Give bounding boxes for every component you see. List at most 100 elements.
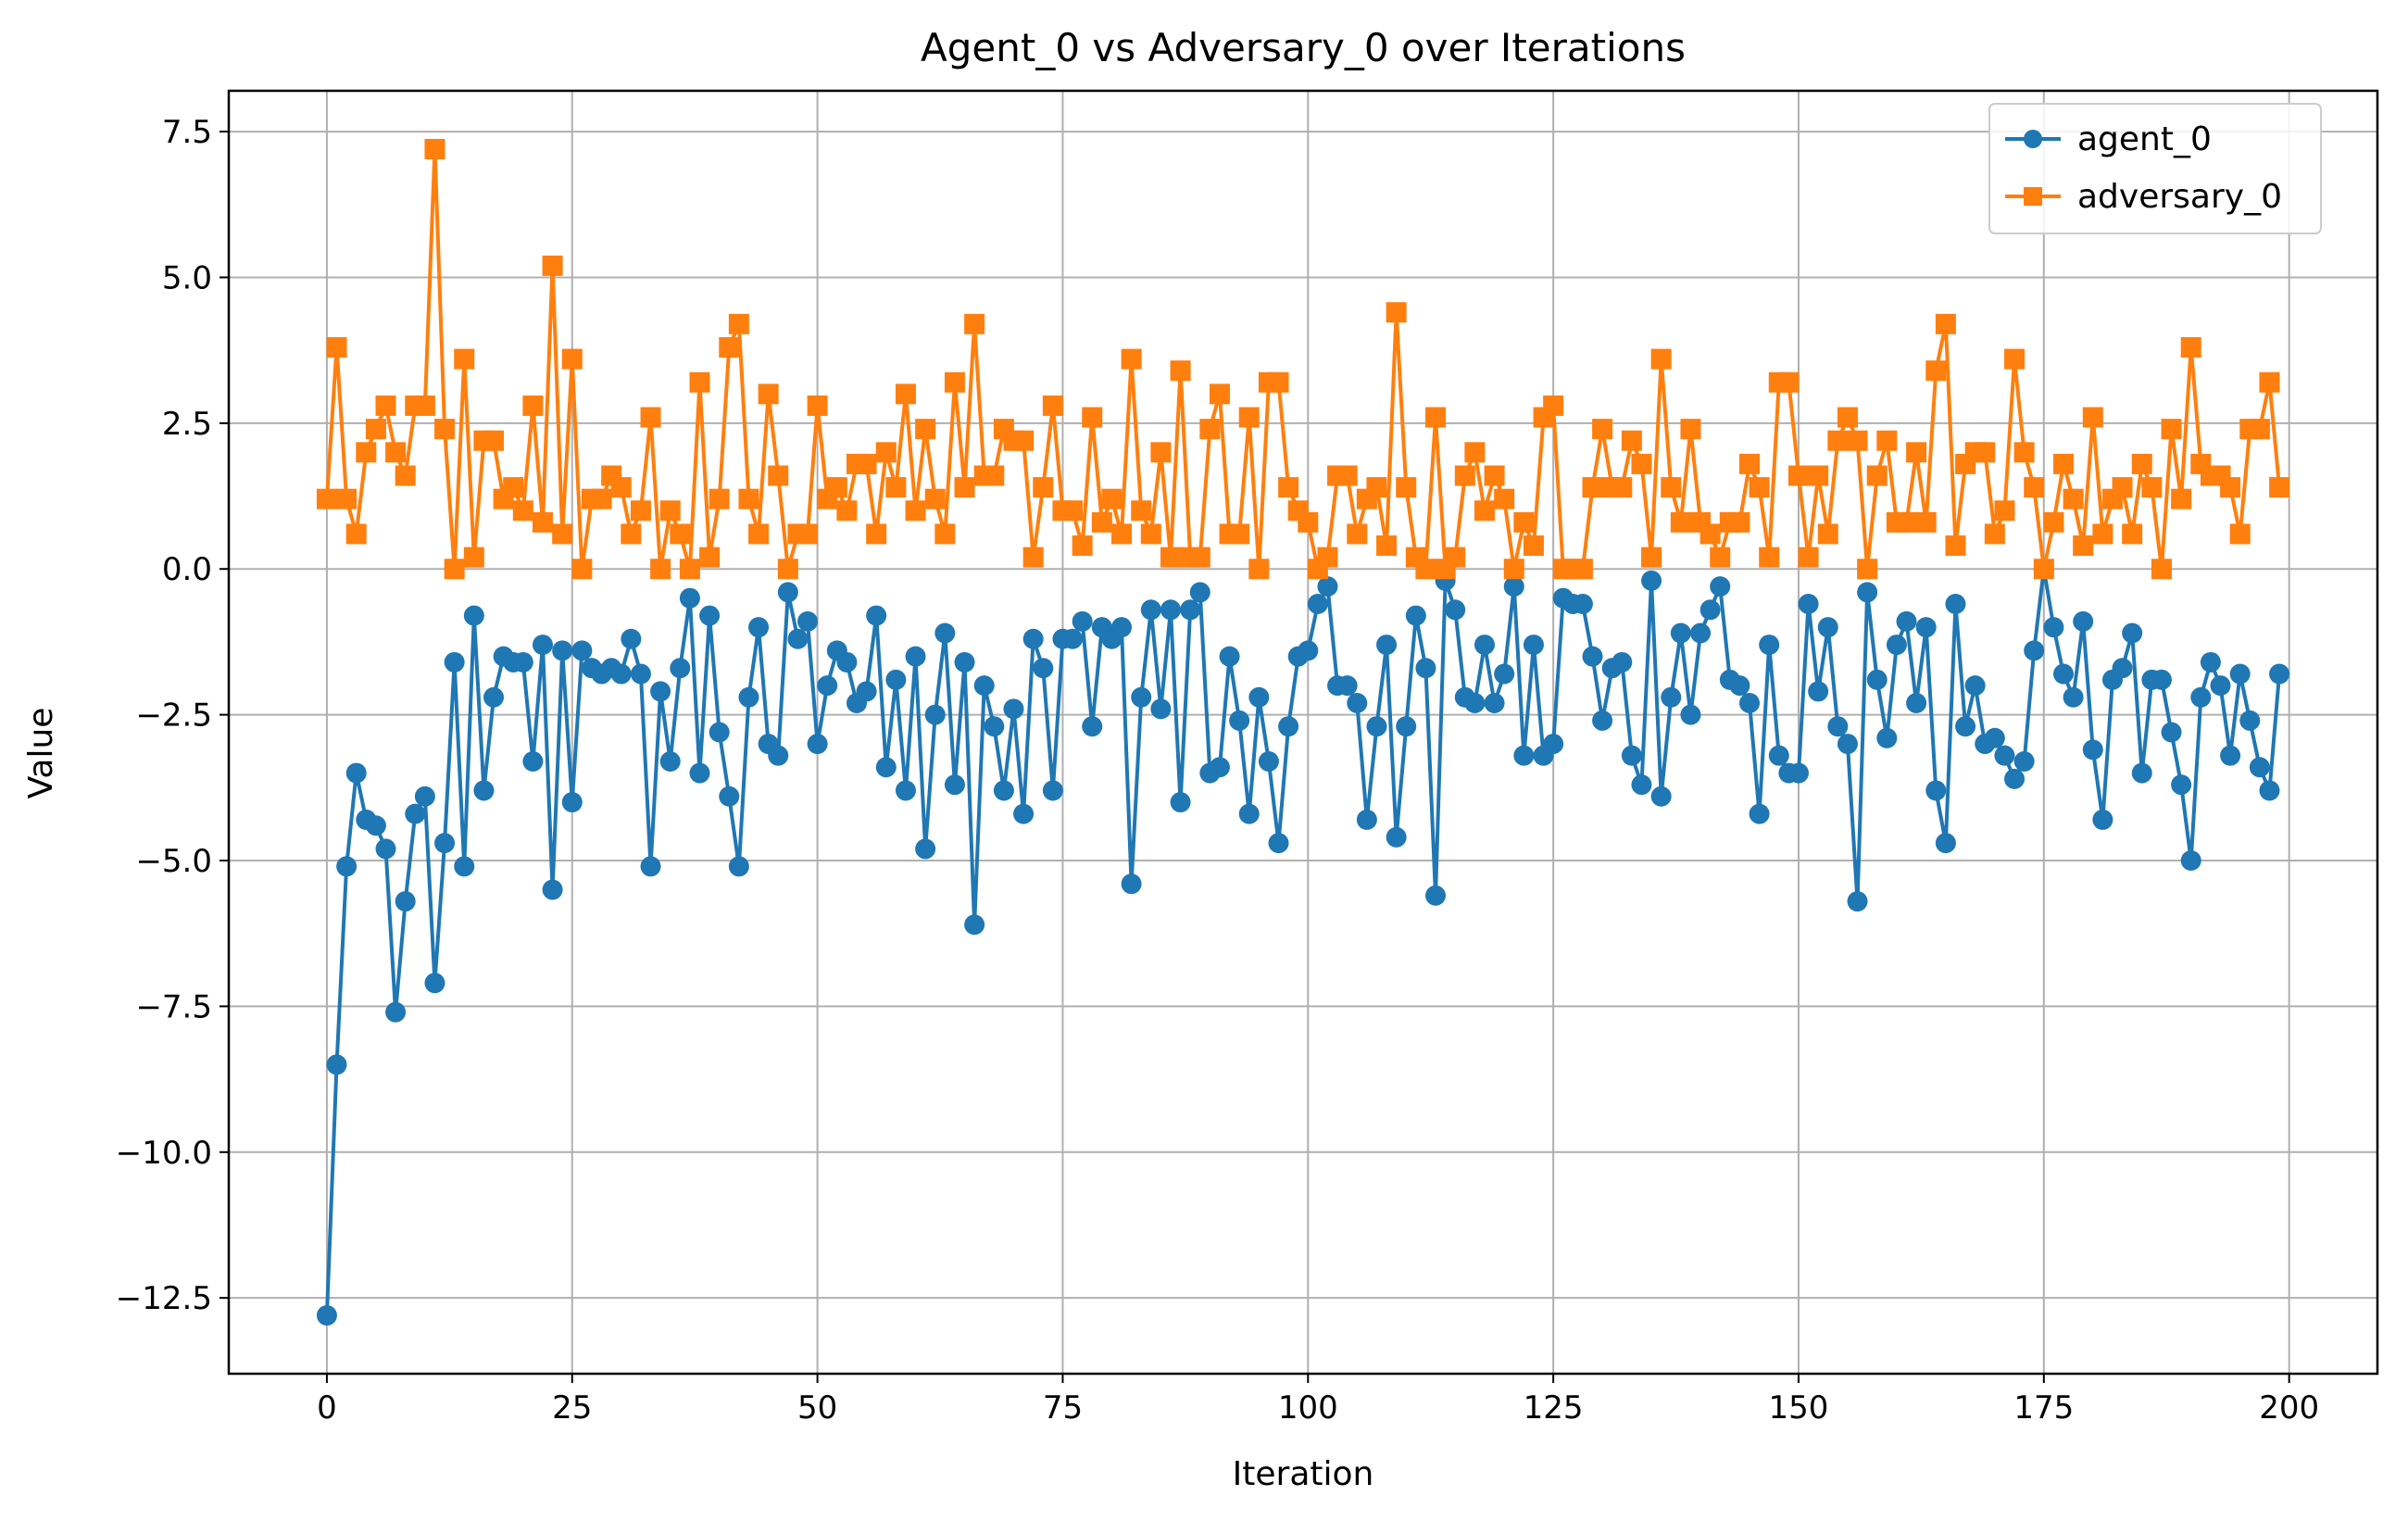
data-point — [787, 628, 809, 649]
data-point — [984, 465, 1005, 486]
data-point — [1336, 465, 1358, 486]
data-point — [2013, 442, 2035, 463]
data-point — [758, 383, 779, 405]
data-point — [2259, 371, 2280, 393]
data-point — [1013, 430, 1035, 451]
data-point — [1935, 833, 1956, 854]
data-point — [1140, 523, 1161, 545]
data-point — [875, 442, 897, 463]
data-point — [1347, 693, 1368, 714]
data-point — [1376, 635, 1398, 656]
y-tick-label: 7.5 — [162, 114, 212, 151]
data-point — [2171, 488, 2192, 509]
data-point — [522, 395, 544, 416]
data-point — [1013, 803, 1035, 824]
data-point — [1121, 874, 1142, 895]
data-point — [2161, 419, 2182, 440]
data-point — [797, 610, 819, 632]
data-point — [1827, 716, 1849, 737]
data-point — [689, 762, 710, 784]
legend: agent_0 adversary_0 — [1988, 103, 2322, 234]
data-point — [2122, 523, 2143, 545]
data-point — [532, 635, 553, 656]
data-point — [454, 348, 475, 370]
data-point — [610, 477, 632, 498]
data-point — [944, 774, 965, 796]
data-point — [934, 523, 956, 545]
data-point — [1386, 302, 1407, 323]
data-point — [856, 681, 877, 702]
data-point — [689, 371, 710, 393]
data-point — [1787, 465, 1809, 486]
data-point — [1906, 693, 1927, 714]
data-point — [1670, 622, 1691, 644]
data-point — [826, 477, 847, 498]
data-point — [2229, 663, 2251, 685]
data-point — [895, 383, 916, 405]
data-point — [1572, 594, 1593, 614]
data-point — [316, 488, 337, 509]
data-point — [1405, 605, 1426, 626]
data-point — [1445, 599, 1466, 621]
data-point — [1984, 727, 2005, 748]
data-point — [1808, 681, 1829, 702]
data-point — [1621, 745, 1642, 766]
data-point — [1317, 547, 1338, 568]
data-point — [1396, 716, 1417, 737]
data-point — [561, 792, 583, 813]
data-point — [973, 675, 995, 697]
data-point — [1523, 535, 1544, 557]
data-point — [1082, 716, 1103, 737]
data-point — [1042, 395, 1063, 416]
data-point — [1150, 442, 1172, 463]
data-point — [424, 138, 445, 159]
data-point — [1631, 774, 1652, 796]
data-point — [1298, 640, 1319, 661]
data-point — [1248, 559, 1270, 580]
legend-label-adversary: adversary_0 — [2077, 178, 2282, 216]
data-point — [1945, 535, 1966, 557]
axis-ticks: 0 25 50 75 100 125 150 175 200 7.5 5.0 2.5 0.0 −2.5 −5… — [116, 114, 2319, 1427]
data-point — [1022, 628, 1044, 649]
data-point — [1847, 891, 1868, 912]
data-point — [1749, 803, 1770, 824]
data-point — [984, 716, 1005, 737]
data-point — [1022, 547, 1044, 568]
data-point — [2112, 658, 2133, 679]
data-point — [1798, 594, 1819, 614]
data-point — [1189, 582, 1210, 603]
y-tick-label: −5.0 — [135, 843, 212, 880]
y-tick-label: 5.0 — [162, 259, 212, 296]
data-point — [2151, 669, 2172, 690]
data-point — [2180, 850, 2201, 871]
data-point — [1160, 599, 1181, 621]
data-point — [2269, 477, 2290, 498]
data-point — [336, 856, 357, 877]
data-point — [414, 786, 435, 807]
grid-lines — [229, 91, 2377, 1374]
data-point — [866, 605, 887, 626]
data-point — [1866, 669, 1888, 690]
data-point — [1503, 559, 1524, 580]
data-point — [571, 559, 593, 580]
x-tick-label: 125 — [1524, 1389, 1584, 1427]
data-point — [679, 559, 700, 580]
data-point — [463, 547, 484, 568]
data-point — [532, 511, 553, 533]
data-point — [1445, 547, 1466, 568]
data-point — [2043, 617, 2064, 638]
data-point — [1140, 599, 1161, 621]
data-point — [1229, 523, 1250, 545]
data-point — [2004, 348, 2025, 370]
data-point — [2190, 686, 2212, 708]
data-point — [316, 1305, 337, 1326]
data-point — [2004, 768, 2025, 789]
data-point — [1759, 547, 1780, 568]
data-point — [1121, 348, 1142, 370]
data-point — [1366, 477, 1387, 498]
data-point — [915, 838, 936, 860]
data-point — [1415, 559, 1436, 580]
data-point — [1494, 663, 1515, 685]
data-point — [1612, 477, 1633, 498]
